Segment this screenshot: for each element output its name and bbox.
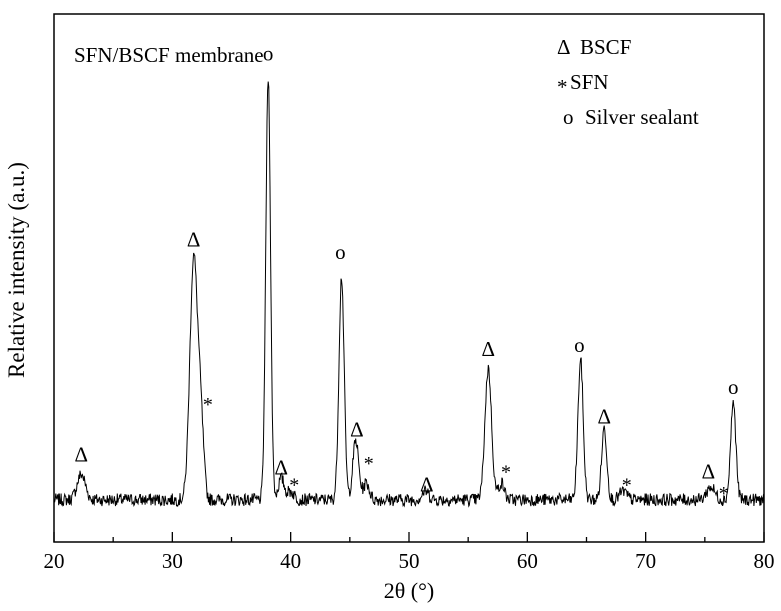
- x-tick-label: 40: [280, 549, 301, 573]
- peak-marker-sfn: *: [719, 483, 729, 505]
- legend-symbol-sfn: *: [557, 75, 568, 99]
- legend-label-bscf: BSCF: [580, 35, 631, 59]
- x-tick-label: 30: [162, 549, 183, 573]
- x-tick-label: 70: [635, 549, 656, 573]
- x-tick-label: 60: [517, 549, 538, 573]
- legend-symbol-bscf: Δ: [557, 35, 571, 59]
- peak-marker-bscf: Δ: [420, 472, 434, 496]
- peak-marker-sfn: *: [203, 394, 213, 416]
- x-axis-tick-labels: 20 30 40 50 60 70 80: [44, 549, 775, 573]
- peak-marker-silver: o: [263, 41, 274, 65]
- peak-marker-bscf: Δ: [274, 455, 288, 479]
- peak-marker-sfn: *: [622, 474, 632, 496]
- x-tick-label: 80: [754, 549, 775, 573]
- legend-label-silver: Silver sealant: [585, 105, 699, 129]
- plot-frame: [53, 13, 765, 543]
- peak-marker-bscf: Δ: [350, 417, 364, 441]
- peak-marker-sfn: *: [364, 453, 374, 475]
- x-axis-ticks: [53, 532, 765, 542]
- legend: Δ BSCF * SFN o Silver sealant: [557, 35, 699, 129]
- x-tick-label: 20: [44, 549, 65, 573]
- x-tick-label: 50: [399, 549, 420, 573]
- legend-label-sfn: SFN: [570, 70, 609, 94]
- legend-symbol-silver: o: [563, 105, 574, 129]
- peak-annotations: ΔΔ*oΔ*oΔ*ΔΔ*oΔ*Δ*o: [74, 41, 738, 504]
- plot-area-border: [53, 13, 765, 543]
- peak-marker-bscf: Δ: [482, 337, 496, 361]
- x-axis-label: 2θ (°): [384, 578, 435, 603]
- peak-marker-bscf: Δ: [702, 460, 716, 484]
- peak-marker-bscf: Δ: [597, 405, 611, 429]
- peak-marker-silver: o: [574, 333, 585, 357]
- chart-title: SFN/BSCF membrane: [74, 43, 264, 67]
- peak-marker-bscf: Δ: [187, 227, 201, 251]
- peak-marker-silver: o: [335, 240, 346, 264]
- peak-marker-bscf: Δ: [74, 443, 88, 467]
- peak-marker-silver: o: [728, 375, 739, 399]
- peak-marker-sfn: *: [289, 474, 299, 496]
- y-axis-label: Relative intensity (a.u.): [4, 162, 29, 378]
- series-line: [53, 81, 765, 508]
- peak-marker-sfn: *: [501, 462, 511, 484]
